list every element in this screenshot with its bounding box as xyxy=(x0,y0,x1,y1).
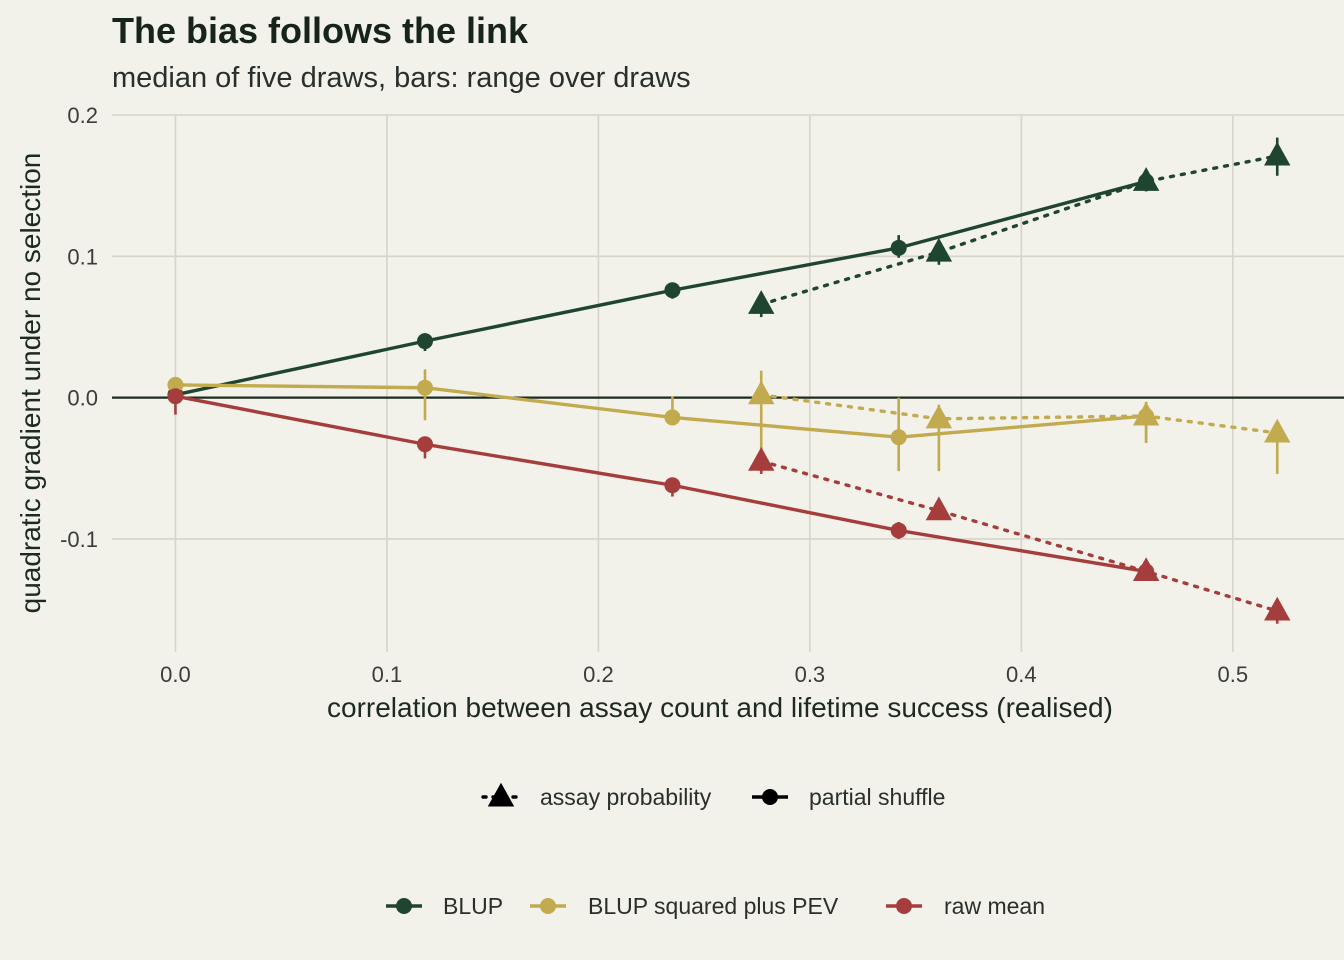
chart-title: The bias follows the link xyxy=(112,10,529,51)
chart-subtitle: median of five draws, bars: range over d… xyxy=(112,62,691,94)
x-tick-label: 0.4 xyxy=(1006,662,1037,687)
legend-key-circle xyxy=(896,898,912,914)
data-point-circle xyxy=(890,239,907,256)
x-tick-label: 0.3 xyxy=(795,662,826,687)
x-axis-title: correlation between assay count and life… xyxy=(327,692,1113,723)
data-point-circle xyxy=(167,388,184,405)
x-tick-label: 0.5 xyxy=(1218,662,1249,687)
data-point-triangle xyxy=(1264,141,1291,166)
x-tick-label: 0.1 xyxy=(372,662,403,687)
legend-key-circle xyxy=(396,898,412,914)
data-point-circle xyxy=(416,333,433,350)
legend-key-triangle xyxy=(487,782,515,807)
data-point-triangle xyxy=(1264,418,1291,443)
data-point-circle xyxy=(664,282,681,299)
series-line xyxy=(759,459,1279,613)
legend-label: BLUP xyxy=(443,893,503,919)
data-point-triangle xyxy=(1132,401,1160,426)
series-line xyxy=(759,393,1279,435)
data-point-triangle xyxy=(748,446,775,471)
y-tick-label: 0.1 xyxy=(67,244,98,269)
data-point-circle xyxy=(890,522,907,539)
y-tick-label: -0.1 xyxy=(60,527,98,552)
data-point-triangle xyxy=(925,496,953,521)
series-group xyxy=(167,137,1291,624)
legend-method: assay probability partial shuffle xyxy=(481,782,945,810)
x-tick-label: 0.0 xyxy=(160,662,191,687)
x-tick-label: 0.2 xyxy=(583,662,614,687)
data-point-triangle xyxy=(748,380,775,405)
legend-key-circle xyxy=(762,789,778,805)
y-axis-title: quadratic gradient under no selection xyxy=(15,153,46,614)
data-point-circle xyxy=(890,429,907,446)
data-point-triangle xyxy=(925,237,953,262)
series-line xyxy=(175,394,1147,574)
data-point-triangle xyxy=(1264,596,1291,621)
y-tick-label: 0.0 xyxy=(67,386,98,411)
data-point-triangle xyxy=(1132,557,1160,581)
series-line xyxy=(759,154,1279,307)
series-line xyxy=(175,383,1147,439)
data-point-circle xyxy=(664,477,681,494)
data-point-circle xyxy=(416,379,433,396)
data-point-circle xyxy=(167,376,184,393)
data-point-triangle xyxy=(1132,167,1160,191)
data-point-triangle xyxy=(925,404,953,429)
legend-label: partial shuffle xyxy=(809,784,945,810)
series-line xyxy=(175,179,1147,397)
data-point-circle xyxy=(664,409,681,426)
y-tick-label: 0.2 xyxy=(67,103,98,128)
legend-label: BLUP squared plus PEV xyxy=(588,893,839,919)
legend-label: assay probability xyxy=(540,784,712,810)
axes: correlation between assay count and life… xyxy=(15,103,1248,723)
grid xyxy=(112,114,1344,652)
legend-key-circle xyxy=(540,898,556,914)
data-point-triangle xyxy=(748,290,775,314)
legend-label: raw mean xyxy=(944,893,1045,919)
legend-estimator: BLUP BLUP squared plus PEV raw mean xyxy=(386,893,1045,919)
data-point-circle xyxy=(416,436,433,453)
